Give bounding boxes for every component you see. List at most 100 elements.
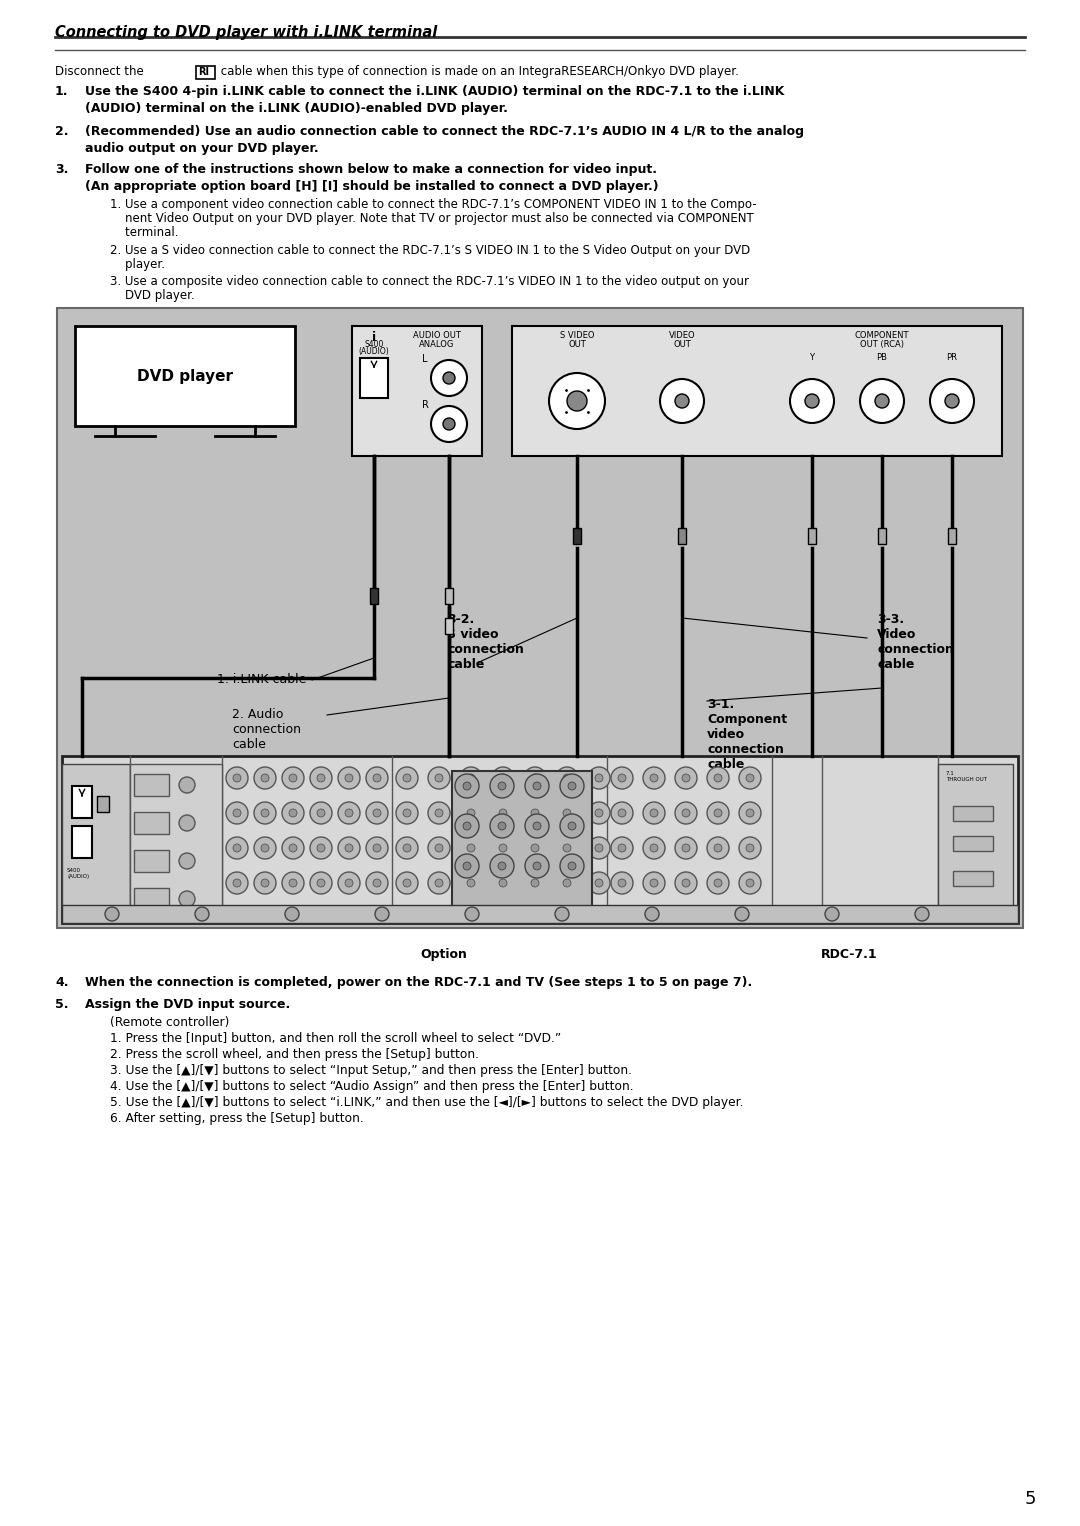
- Circle shape: [556, 803, 578, 824]
- Circle shape: [805, 394, 819, 407]
- Circle shape: [254, 836, 276, 859]
- Circle shape: [366, 803, 388, 824]
- Circle shape: [707, 768, 729, 789]
- Circle shape: [618, 844, 626, 852]
- Bar: [370, 588, 378, 604]
- Circle shape: [428, 768, 450, 789]
- Circle shape: [611, 836, 633, 859]
- Circle shape: [549, 372, 605, 429]
- Bar: [195, 66, 215, 79]
- Circle shape: [455, 813, 480, 838]
- Text: i: i: [372, 331, 376, 343]
- Circle shape: [524, 803, 546, 824]
- Circle shape: [650, 879, 658, 887]
- Circle shape: [945, 394, 959, 407]
- Circle shape: [431, 360, 467, 397]
- Circle shape: [254, 768, 276, 789]
- Circle shape: [233, 809, 241, 816]
- Circle shape: [431, 406, 467, 443]
- Circle shape: [595, 809, 603, 816]
- Circle shape: [233, 879, 241, 887]
- Text: OUT: OUT: [568, 340, 585, 349]
- Text: Connecting to DVD player with i.LINK terminal: Connecting to DVD player with i.LINK ter…: [55, 24, 437, 40]
- Circle shape: [618, 879, 626, 887]
- Text: RI: RI: [198, 67, 210, 76]
- Circle shape: [739, 803, 761, 824]
- Circle shape: [396, 768, 418, 789]
- Circle shape: [261, 774, 269, 781]
- Circle shape: [563, 844, 571, 852]
- Circle shape: [373, 774, 381, 781]
- Circle shape: [714, 809, 723, 816]
- Circle shape: [254, 803, 276, 824]
- Circle shape: [490, 774, 514, 798]
- Circle shape: [455, 774, 480, 798]
- Circle shape: [643, 871, 665, 894]
- Circle shape: [490, 855, 514, 877]
- Circle shape: [746, 844, 754, 852]
- Text: cable when this type of connection is made on an IntegraRESEARCH/Onkyo DVD playe: cable when this type of connection is ma…: [217, 66, 739, 78]
- Circle shape: [563, 774, 571, 781]
- Circle shape: [531, 879, 539, 887]
- Circle shape: [568, 823, 576, 830]
- Circle shape: [195, 906, 210, 922]
- Circle shape: [588, 836, 610, 859]
- Text: 3.: 3.: [55, 163, 68, 175]
- Circle shape: [499, 844, 507, 852]
- Circle shape: [915, 906, 929, 922]
- Circle shape: [289, 809, 297, 816]
- Circle shape: [714, 774, 723, 781]
- Text: 5. Use the [▲]/[▼] buttons to select “i.LINK,” and then use the [◄]/[►] buttons : 5. Use the [▲]/[▼] buttons to select “i.…: [110, 1096, 743, 1109]
- Circle shape: [467, 879, 475, 887]
- Circle shape: [563, 809, 571, 816]
- Circle shape: [681, 879, 690, 887]
- Circle shape: [310, 871, 332, 894]
- Text: Y: Y: [810, 353, 814, 362]
- Text: 4.: 4.: [55, 977, 68, 989]
- Circle shape: [735, 906, 750, 922]
- Circle shape: [345, 879, 353, 887]
- Circle shape: [282, 768, 303, 789]
- Circle shape: [595, 879, 603, 887]
- Text: nent Video Output on your DVD player. Note that TV or projector must also be con: nent Video Output on your DVD player. No…: [110, 212, 754, 224]
- Circle shape: [310, 803, 332, 824]
- Circle shape: [373, 809, 381, 816]
- Circle shape: [531, 809, 539, 816]
- Text: Disconnect the: Disconnect the: [55, 66, 148, 78]
- Circle shape: [463, 823, 471, 830]
- Circle shape: [860, 378, 904, 423]
- Text: R: R: [421, 400, 429, 410]
- Circle shape: [310, 836, 332, 859]
- Circle shape: [289, 774, 297, 781]
- Circle shape: [467, 774, 475, 781]
- Text: audio output on your DVD player.: audio output on your DVD player.: [85, 142, 319, 156]
- Text: (AUDIO): (AUDIO): [359, 346, 390, 356]
- Circle shape: [534, 781, 541, 790]
- Circle shape: [261, 809, 269, 816]
- Circle shape: [739, 836, 761, 859]
- Text: 1. i.LINK cable: 1. i.LINK cable: [217, 673, 307, 687]
- Circle shape: [492, 768, 514, 789]
- Circle shape: [435, 844, 443, 852]
- Bar: [57, 308, 1023, 928]
- Bar: [953, 806, 993, 821]
- Circle shape: [675, 768, 697, 789]
- Circle shape: [435, 809, 443, 816]
- Bar: [62, 765, 130, 916]
- Circle shape: [681, 809, 690, 816]
- Text: (An appropriate option board [H] [I] should be installed to connect a DVD player: (An appropriate option board [H] [I] sho…: [85, 180, 659, 192]
- Circle shape: [650, 844, 658, 852]
- Text: 3-1.
Component
video
connection
cable: 3-1. Component video connection cable: [707, 697, 787, 771]
- Bar: [72, 786, 92, 818]
- Bar: [352, 327, 482, 456]
- Circle shape: [643, 803, 665, 824]
- Bar: [808, 528, 816, 543]
- Text: 3-3.
Video
connection
cable: 3-3. Video connection cable: [877, 613, 954, 671]
- Text: 4. Use the [▲]/[▼] buttons to select “Audio Assign” and then press the [Enter] b: 4. Use the [▲]/[▼] buttons to select “Au…: [110, 1080, 634, 1093]
- Text: 6. After setting, press the [Setup] button.: 6. After setting, press the [Setup] butt…: [110, 1112, 364, 1125]
- Bar: [953, 871, 993, 887]
- Circle shape: [595, 774, 603, 781]
- Text: 1.: 1.: [55, 85, 68, 98]
- Circle shape: [739, 768, 761, 789]
- Bar: [75, 327, 295, 426]
